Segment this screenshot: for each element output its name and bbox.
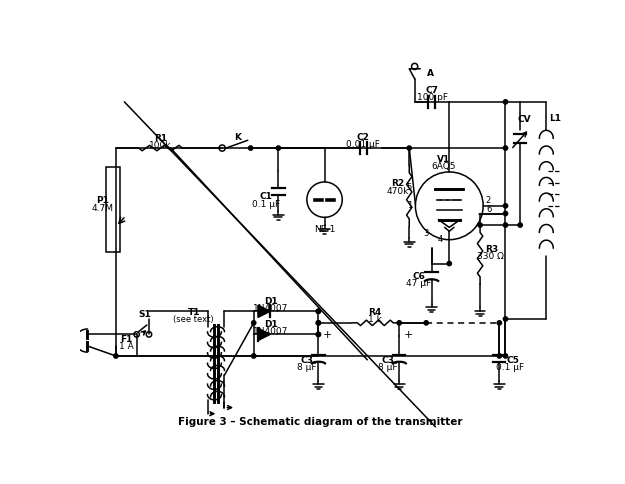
Circle shape [316, 321, 321, 325]
Polygon shape [258, 329, 270, 341]
Text: 4: 4 [438, 234, 442, 243]
Text: A: A [426, 69, 434, 78]
Text: R2: R2 [391, 179, 404, 188]
Circle shape [503, 147, 508, 151]
Text: Figure 3 – Schematic diagram of the transmitter: Figure 3 – Schematic diagram of the tran… [178, 416, 462, 426]
Text: 6: 6 [487, 204, 492, 213]
Text: C2: C2 [357, 133, 369, 142]
Circle shape [478, 224, 482, 228]
Circle shape [497, 354, 501, 358]
Text: CV: CV [518, 115, 531, 124]
Text: R1: R1 [154, 134, 167, 142]
Text: L1: L1 [549, 114, 561, 122]
Text: R3: R3 [485, 244, 498, 253]
Text: C7: C7 [426, 86, 439, 95]
Circle shape [316, 321, 321, 325]
Circle shape [251, 321, 256, 325]
Text: 47 μF: 47 μF [406, 279, 431, 287]
Circle shape [518, 224, 522, 228]
Circle shape [249, 147, 252, 151]
Circle shape [447, 262, 451, 266]
Text: 5: 5 [407, 182, 412, 192]
Text: +: + [404, 330, 413, 340]
Circle shape [407, 147, 411, 151]
Circle shape [251, 354, 256, 358]
Text: C3: C3 [381, 355, 394, 364]
Text: 1 k: 1 k [368, 314, 381, 323]
Text: C6: C6 [412, 271, 425, 280]
Bar [106, 168, 120, 253]
Text: (see text): (see text) [173, 315, 214, 324]
Text: V1: V1 [436, 154, 450, 163]
Text: 4.7M: 4.7M [92, 203, 114, 212]
Text: 6AQ5: 6AQ5 [431, 162, 456, 171]
Circle shape [316, 333, 321, 337]
Text: C1: C1 [259, 192, 272, 201]
Circle shape [397, 321, 401, 325]
Text: 1N4007: 1N4007 [253, 326, 288, 335]
Circle shape [316, 333, 321, 337]
Text: C5: C5 [507, 355, 519, 364]
Text: 0.1 μF: 0.1 μF [252, 199, 280, 209]
Text: P1: P1 [96, 196, 109, 205]
Text: C3: C3 [301, 355, 313, 364]
Circle shape [503, 317, 508, 321]
Circle shape [503, 101, 508, 105]
Text: T1: T1 [188, 307, 200, 316]
Text: 2: 2 [485, 196, 491, 205]
Text: 100k: 100k [149, 140, 172, 150]
Text: NE-1: NE-1 [314, 224, 335, 233]
Text: 8 μF: 8 μF [297, 363, 317, 372]
Text: D1: D1 [264, 296, 278, 305]
Circle shape [503, 354, 508, 358]
Text: 330 Ω: 330 Ω [477, 252, 504, 261]
Text: 1 A: 1 A [119, 341, 134, 350]
Text: 0.1 μF: 0.1 μF [496, 363, 524, 372]
Text: F1: F1 [121, 334, 133, 343]
Text: K: K [234, 133, 241, 142]
Circle shape [497, 321, 501, 325]
Text: S1: S1 [138, 309, 151, 318]
Text: 8 μF: 8 μF [378, 363, 398, 372]
Circle shape [424, 321, 428, 325]
Text: 3: 3 [424, 229, 429, 238]
Text: +: + [323, 330, 332, 340]
Text: R4: R4 [368, 307, 381, 316]
Circle shape [316, 309, 321, 314]
Text: 470k: 470k [386, 186, 409, 196]
Circle shape [276, 147, 281, 151]
Circle shape [503, 224, 508, 228]
Text: 1N4007: 1N4007 [253, 303, 288, 312]
Circle shape [503, 204, 508, 209]
Text: 100 pF: 100 pF [417, 93, 448, 102]
Polygon shape [258, 305, 270, 318]
Text: 0.01 μF: 0.01 μF [346, 140, 380, 149]
Text: 1: 1 [407, 200, 412, 210]
Circle shape [503, 212, 508, 216]
Circle shape [316, 309, 321, 314]
Circle shape [114, 354, 118, 358]
Text: D1: D1 [264, 319, 278, 329]
